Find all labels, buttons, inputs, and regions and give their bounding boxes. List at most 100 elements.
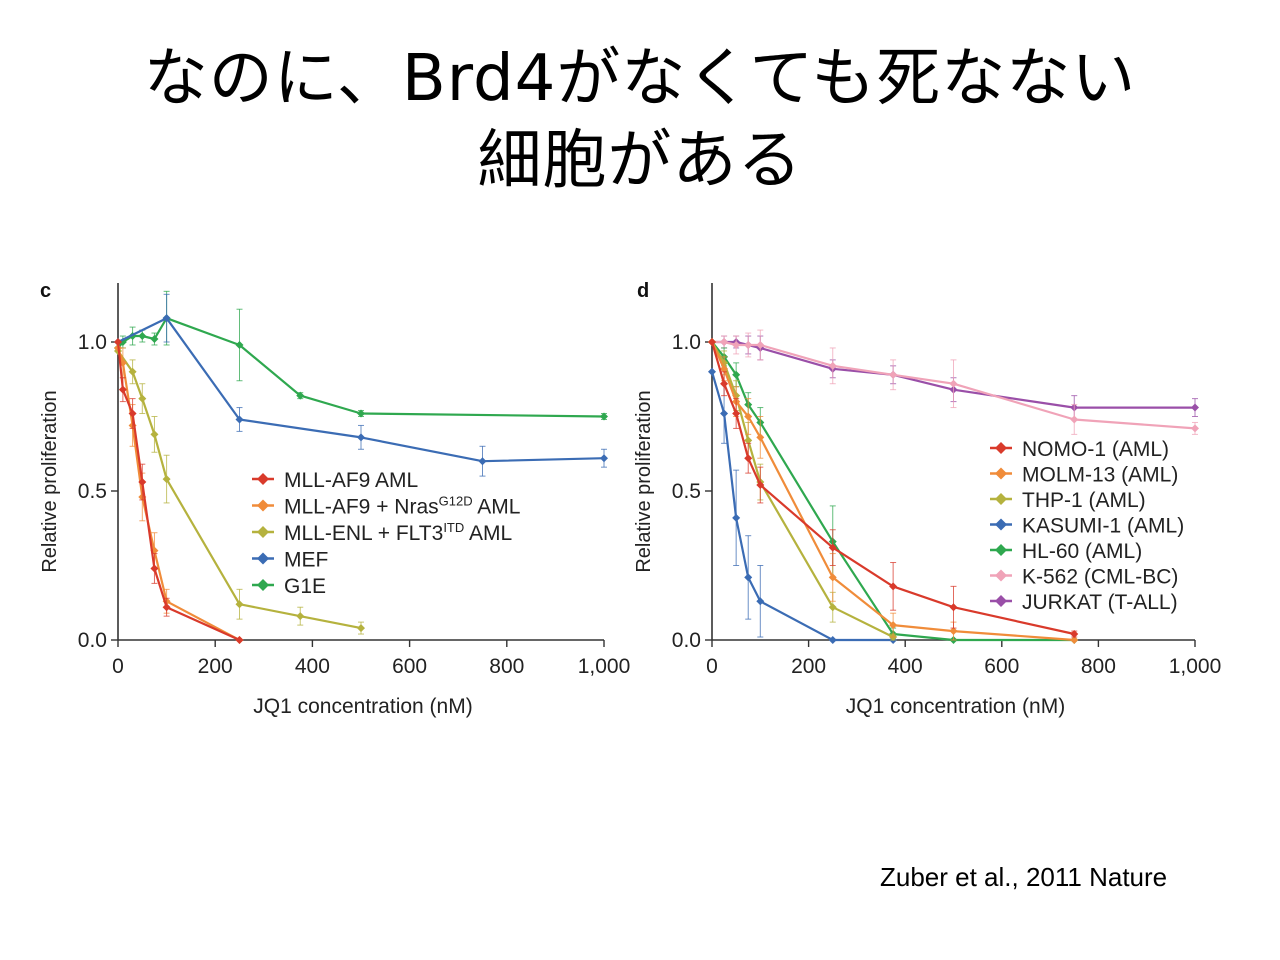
x-tick-label: 200 xyxy=(198,655,233,678)
data-point xyxy=(756,340,765,349)
data-point xyxy=(600,454,608,463)
legend-label: MLL-ENL + FLT3ITD AML xyxy=(284,520,512,545)
data-point xyxy=(828,573,837,582)
legend-label: KASUMI-1 (AML) xyxy=(1022,515,1184,538)
legend-label: K-562 (CML-BC) xyxy=(1022,566,1178,589)
y-tick-label: 1.0 xyxy=(78,331,107,354)
data-point xyxy=(357,433,365,442)
data-point xyxy=(128,409,137,418)
x-tick-label: 800 xyxy=(1081,655,1116,678)
data-point xyxy=(150,430,159,439)
series-line xyxy=(117,317,605,418)
data-point xyxy=(828,603,837,612)
legend-swatch-marker xyxy=(995,467,1007,480)
data-point xyxy=(296,612,305,621)
series-line xyxy=(712,340,1196,430)
legend-label: MOLM-13 (AML) xyxy=(1022,464,1178,487)
panel-letter: d xyxy=(637,280,649,302)
data-point xyxy=(1191,403,1199,412)
data-point xyxy=(744,573,753,582)
data-point xyxy=(235,600,244,609)
legend-swatch-marker xyxy=(995,518,1007,531)
series-line xyxy=(117,317,605,463)
chart-panel-c: c 0 200 400 600 800 1,000 0.0 0.5 1.0 JQ1 concentr… xyxy=(39,280,630,718)
data-point xyxy=(1070,636,1079,644)
data-point xyxy=(1191,424,1199,433)
legend-label: NOMO-1 (AML) xyxy=(1022,438,1169,461)
data-point xyxy=(720,379,729,388)
legend-label: HL-60 (AML) xyxy=(1022,540,1142,563)
data-point xyxy=(756,597,765,606)
series-g1e xyxy=(114,290,608,421)
y-tick-label: 0.0 xyxy=(78,629,107,652)
x-tick-label: 400 xyxy=(295,655,330,678)
legend-item: THP-1 (AML) xyxy=(990,489,1146,512)
x-tick-label: 400 xyxy=(888,655,923,678)
data-point xyxy=(889,582,898,591)
data-point xyxy=(720,338,729,346)
data-point xyxy=(949,379,958,388)
y-axis-label: Relative proliferation xyxy=(39,390,61,572)
legend-swatch-marker xyxy=(995,544,1007,556)
legend-label: MLL-AF9 + NrasG12D AML xyxy=(284,494,520,519)
data-point xyxy=(162,475,171,484)
legend-swatch-marker xyxy=(257,526,269,538)
x-axis-label: JQ1 concentration (nM) xyxy=(253,695,472,718)
title-line-1: なのに、Brd4がなくても死なない xyxy=(143,42,1137,116)
legend-label: MLL-AF9 AML xyxy=(284,469,418,492)
panel-letter: c xyxy=(40,280,51,302)
data-point xyxy=(1070,630,1079,639)
data-point xyxy=(732,409,741,418)
series-mll-af9-nrasg12d-aml xyxy=(114,343,244,644)
data-point xyxy=(162,314,171,323)
data-point xyxy=(744,436,753,445)
y-tick-label: 1.0 xyxy=(672,331,701,354)
series-nomo-1-aml xyxy=(708,338,1079,639)
legend-item: MLL-ENL + FLT3ITD AML xyxy=(252,520,512,545)
legend-item: JURKAT (T-ALL) xyxy=(990,591,1178,614)
series-mef xyxy=(114,293,608,477)
legend-item: HL-60 (AML) xyxy=(990,540,1142,563)
data-point xyxy=(118,385,127,394)
legend-swatch-marker xyxy=(257,473,269,485)
legend-item: MEF xyxy=(252,549,328,572)
data-point xyxy=(708,338,716,346)
x-axis-label: JQ1 concentration (nM) xyxy=(846,695,1065,718)
data-point xyxy=(889,621,898,630)
legend-swatch-marker xyxy=(995,595,1007,607)
legend-swatch-marker xyxy=(995,569,1007,582)
legend-item: G1E xyxy=(252,575,326,598)
series-line xyxy=(116,341,240,642)
legend-item: KASUMI-1 (AML) xyxy=(990,515,1184,538)
data-point xyxy=(732,513,741,522)
series-line xyxy=(712,340,1195,409)
citation: Zuber et al., 2011 Nature xyxy=(880,862,1168,892)
data-point xyxy=(744,412,753,421)
legend-item: K-562 (CML-BC) xyxy=(990,566,1178,589)
legend-swatch-marker xyxy=(257,579,269,591)
data-point xyxy=(732,340,741,349)
y-tick-label: 0.5 xyxy=(672,480,701,503)
series-mll-af9-aml xyxy=(114,338,244,644)
legend-item: NOMO-1 (AML) xyxy=(990,438,1169,461)
legend-swatch-marker xyxy=(257,499,269,512)
legend-label: MEF xyxy=(284,549,328,572)
data-point xyxy=(828,636,837,644)
legend-label: JURKAT (T-ALL) xyxy=(1022,591,1178,614)
slide-title: なのに、Brd4がなくても死なない 細胞がある xyxy=(0,38,1280,202)
x-tick-label: 1,000 xyxy=(1169,655,1222,678)
title-line-2: 細胞がある xyxy=(477,124,803,198)
data-point xyxy=(138,394,147,403)
x-tick-label: 1,000 xyxy=(578,655,631,678)
data-point xyxy=(138,478,147,487)
legend-swatch-marker xyxy=(995,442,1007,454)
data-point xyxy=(756,481,765,490)
legend-label: THP-1 (AML) xyxy=(1022,489,1146,512)
data-point xyxy=(720,364,729,373)
x-tick-label: 600 xyxy=(392,655,427,678)
data-point xyxy=(235,415,244,424)
data-point xyxy=(828,543,837,552)
data-point xyxy=(744,340,753,349)
